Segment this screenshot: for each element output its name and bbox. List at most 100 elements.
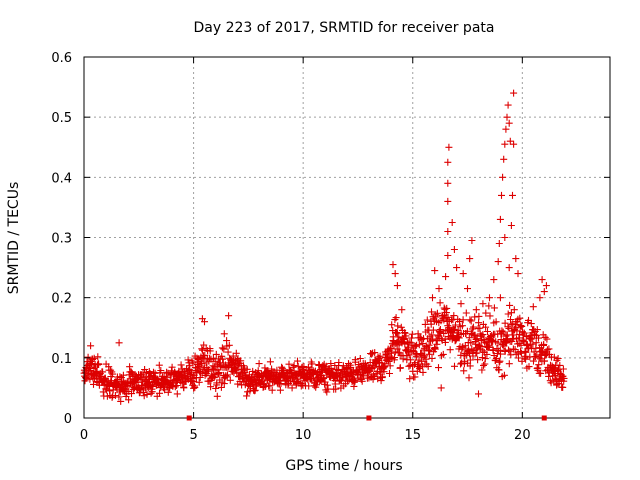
data-point bbox=[428, 308, 435, 316]
data-point bbox=[195, 363, 203, 371]
data-point bbox=[196, 361, 204, 369]
axis-ticks: 0 5 10 15 20 0 0.1 0.2 0.3 0.4 0.5 0.6 bbox=[51, 51, 610, 443]
data-point bbox=[386, 362, 394, 370]
data-point bbox=[161, 386, 169, 394]
data-point bbox=[225, 312, 233, 320]
data-point bbox=[189, 359, 197, 367]
data-point bbox=[284, 381, 292, 389]
y-tick-label: 0.3 bbox=[51, 232, 72, 247]
data-point bbox=[486, 312, 494, 320]
data-point bbox=[95, 361, 103, 368]
data-point bbox=[495, 240, 503, 247]
data-point bbox=[479, 331, 487, 338]
data-point bbox=[522, 355, 530, 363]
data-point bbox=[425, 341, 433, 349]
data-point bbox=[378, 373, 386, 381]
data-point bbox=[466, 356, 474, 364]
data-point bbox=[556, 361, 564, 369]
data-point bbox=[277, 380, 285, 387]
data-point bbox=[475, 319, 483, 327]
data-point bbox=[389, 261, 397, 269]
data-point bbox=[84, 353, 92, 361]
data-point bbox=[421, 352, 429, 360]
data-point bbox=[290, 362, 298, 369]
data-point bbox=[512, 255, 520, 263]
data-point bbox=[506, 301, 514, 309]
data-point bbox=[537, 369, 545, 377]
data-point bbox=[503, 113, 511, 121]
data-point bbox=[255, 360, 263, 368]
data-point bbox=[442, 327, 450, 335]
data-point bbox=[502, 125, 510, 133]
data-point bbox=[429, 335, 437, 343]
baseline-marker bbox=[186, 415, 192, 421]
data-point bbox=[541, 333, 549, 341]
data-point bbox=[276, 386, 284, 394]
x-tick-label: 15 bbox=[404, 428, 421, 443]
data-point bbox=[90, 354, 98, 362]
data-point bbox=[465, 374, 473, 382]
data-point bbox=[337, 377, 345, 385]
data-point bbox=[452, 321, 459, 329]
data-point bbox=[450, 312, 458, 320]
data-point bbox=[500, 371, 508, 379]
data-point bbox=[444, 158, 452, 166]
data-point bbox=[285, 360, 293, 368]
data-point bbox=[157, 367, 165, 374]
data-point bbox=[494, 339, 502, 347]
data-point bbox=[435, 364, 442, 372]
data-point bbox=[496, 215, 504, 223]
data-point bbox=[142, 368, 150, 376]
data-point bbox=[474, 356, 482, 364]
data-point bbox=[427, 320, 435, 328]
data-point bbox=[505, 346, 512, 354]
data-point bbox=[207, 383, 215, 391]
data-point bbox=[212, 350, 220, 358]
data-point bbox=[499, 328, 507, 336]
data-point bbox=[464, 285, 471, 293]
data-point bbox=[218, 352, 226, 360]
data-point bbox=[431, 267, 439, 275]
data-point bbox=[500, 155, 508, 163]
data-point bbox=[411, 342, 419, 350]
data-point bbox=[492, 318, 500, 326]
data-point bbox=[213, 379, 221, 387]
data-point bbox=[530, 357, 537, 365]
data-point bbox=[220, 345, 228, 353]
data-point bbox=[179, 368, 187, 376]
data-point bbox=[323, 381, 331, 389]
y-tick-label: 0.6 bbox=[51, 51, 72, 66]
data-point bbox=[125, 396, 133, 404]
data-point bbox=[444, 228, 452, 235]
data-point bbox=[462, 309, 470, 317]
data-point bbox=[266, 382, 274, 390]
data-point bbox=[450, 325, 458, 333]
baseline-markers bbox=[186, 415, 547, 421]
data-point bbox=[218, 344, 226, 352]
data-point bbox=[294, 357, 301, 365]
data-point bbox=[232, 366, 240, 374]
data-point bbox=[540, 288, 548, 296]
data-point bbox=[472, 335, 480, 343]
data-point bbox=[458, 322, 466, 330]
y-axis-title: SRMTID / TECUs bbox=[6, 182, 22, 295]
data-point bbox=[143, 390, 151, 398]
data-point bbox=[394, 322, 402, 330]
data-point bbox=[461, 342, 469, 350]
data-point bbox=[415, 341, 423, 349]
data-point bbox=[386, 370, 393, 377]
data-point bbox=[408, 334, 415, 342]
data-point bbox=[251, 386, 259, 394]
data-point bbox=[439, 314, 447, 322]
data-point bbox=[535, 361, 543, 369]
data-point bbox=[517, 322, 525, 329]
data-point bbox=[391, 270, 399, 278]
data-point bbox=[243, 392, 251, 400]
data-point bbox=[543, 346, 551, 354]
data-point bbox=[429, 294, 436, 302]
data-point bbox=[490, 276, 498, 284]
data-point bbox=[422, 355, 430, 363]
data-point bbox=[213, 392, 221, 400]
data-point bbox=[444, 252, 452, 259]
data-point bbox=[505, 360, 513, 368]
